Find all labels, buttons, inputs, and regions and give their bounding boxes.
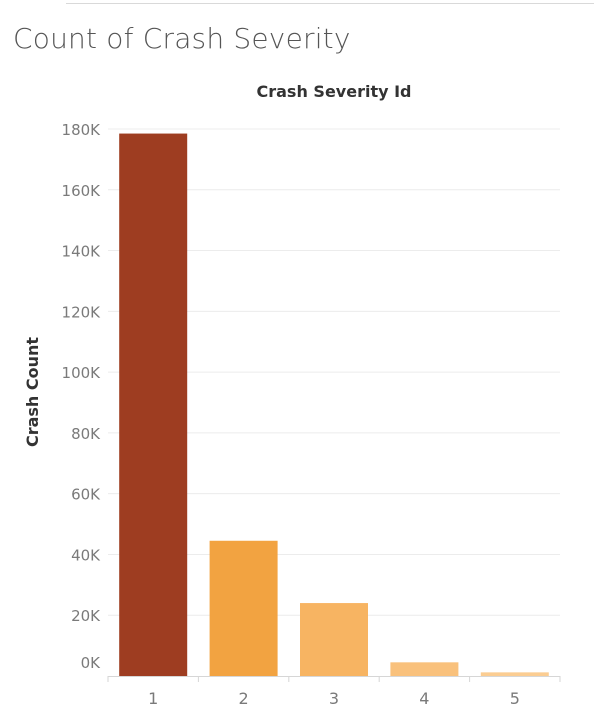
- page-title: Count of Crash Severity: [13, 22, 351, 55]
- bar-1[interactable]: [119, 133, 188, 676]
- x-tick-label: 2: [239, 689, 249, 706]
- y-tick-label: 20K: [71, 607, 101, 625]
- x-tick-label: 4: [419, 689, 429, 706]
- y-tick-label: 180K: [62, 121, 102, 139]
- bars: [119, 133, 549, 676]
- y-tick-label: 80K: [71, 425, 101, 443]
- x-tick-label: 1: [148, 689, 158, 706]
- bar-3[interactable]: [300, 603, 368, 676]
- x-tick-label: 3: [329, 689, 339, 706]
- y-tick-label: 0K: [81, 654, 102, 672]
- y-tick-label: 160K: [62, 182, 102, 200]
- bar-4[interactable]: [390, 662, 459, 676]
- y-tick-label: 100K: [62, 364, 102, 382]
- y-tick-label: 120K: [62, 303, 102, 321]
- x-tick-label: 5: [510, 689, 520, 706]
- y-axis-ticks: 0K 20K 40K 60K 80K 100K 120K 140K 160K 180K: [62, 121, 102, 672]
- y-tick-label: 140K: [62, 243, 102, 261]
- chart-title: Crash Severity Id: [257, 82, 412, 101]
- y-axis-label: Crash Count: [23, 337, 42, 447]
- bar-2[interactable]: [209, 540, 278, 676]
- bar-5[interactable]: [480, 672, 549, 676]
- y-tick-label: 40K: [71, 546, 101, 564]
- x-axis-ticks: 1 2 3 4 5: [107, 676, 561, 706]
- top-divider: [66, 3, 594, 4]
- y-tick-label: 60K: [71, 486, 101, 504]
